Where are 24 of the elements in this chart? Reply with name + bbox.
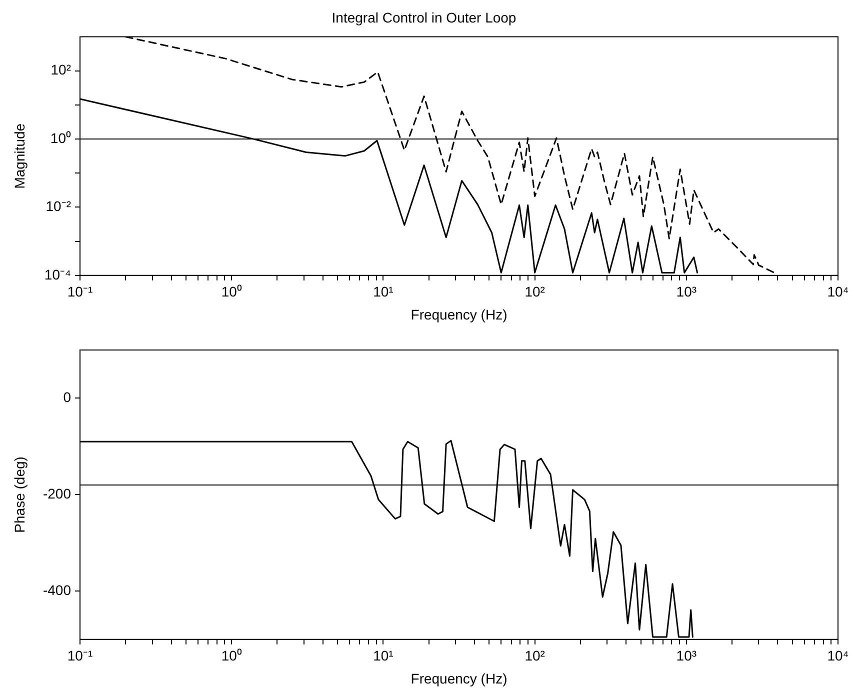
- x-tick-label: 10⁰: [221, 284, 242, 300]
- x-tick-label: 10¹: [373, 648, 394, 664]
- y-axis-title: Magnitude: [11, 123, 28, 189]
- x-tick-label: 10¹: [373, 284, 394, 300]
- x-tick-label: 10⁴: [827, 284, 849, 300]
- y-tick-label: 10²: [50, 62, 72, 78]
- y-axis-title: Phase (deg): [11, 456, 28, 533]
- x-tick-label: 10⁻¹: [67, 648, 93, 664]
- y-tick-label: 10⁻²: [46, 198, 72, 214]
- y-tick-label: 0: [63, 389, 72, 406]
- y-tick-label: 10⁻⁴: [44, 266, 71, 282]
- x-axis-title: Frequency (Hz): [410, 670, 508, 686]
- x-axis-title: Frequency (Hz): [410, 306, 508, 322]
- x-tick-label: 10⁻¹: [67, 284, 93, 300]
- x-tick-label: 10⁰: [221, 648, 242, 664]
- x-tick-label: 10³: [676, 648, 697, 664]
- chart-title: Integral Control in Outer Loop: [332, 9, 516, 26]
- x-tick-label: 10²: [524, 648, 546, 664]
- x-tick-label: 10³: [676, 284, 697, 300]
- y-tick-label: 10⁰: [50, 130, 71, 146]
- x-tick-label: 10²: [524, 284, 546, 300]
- y-tick-label: -400: [42, 582, 72, 598]
- y-tick-label: -200: [42, 486, 72, 502]
- x-tick-label: 10⁴: [827, 648, 849, 664]
